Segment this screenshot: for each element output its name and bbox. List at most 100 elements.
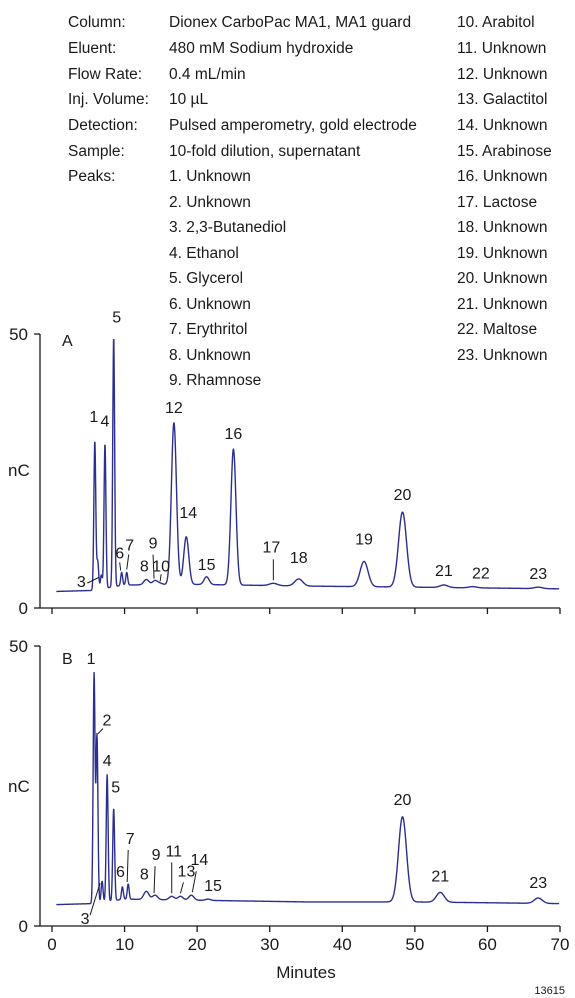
panel-b-trace — [55, 671, 560, 906]
peak-label: 12 — [165, 400, 183, 417]
peak-list-item: 15. Arabinose — [457, 143, 552, 160]
peak-list-col1: 2. Unknown 3. 2,3-Butanediol 4. Ethanol … — [169, 194, 286, 389]
peak-label: 15 — [198, 557, 216, 574]
condition-label-flow-rate: Flow Rate: — [68, 66, 142, 83]
panel-a-x-ticks — [51, 608, 561, 614]
peak-label: 13 — [178, 863, 196, 880]
peak-list-item: 19. Unknown — [457, 245, 547, 262]
x-axis-title: Minutes — [276, 963, 336, 982]
x-tick-label: 60 — [478, 935, 497, 954]
x-tick-label: 30 — [260, 935, 279, 954]
peak-list-item: 22. Maltose — [457, 321, 537, 338]
condition-value-eluent: 480 mM Sodium hydroxide — [169, 40, 353, 57]
peak-list-item: 21. Unknown — [457, 296, 547, 313]
peak-list-item: 5. Glycerol — [169, 270, 243, 287]
peak-label: 9 — [149, 536, 158, 553]
condition-label-column: Column: — [68, 14, 126, 31]
panel-a-trace — [55, 338, 560, 593]
peak-list-item: 16. Unknown — [457, 168, 547, 185]
peak-leader-line — [191, 871, 197, 893]
condition-value-inj-volume: 10 µL — [169, 91, 208, 108]
condition-label-peaks: Peaks: — [68, 168, 115, 185]
panel-a-peak-labels: 1 3 4 5 6 789 10 12 14 15 16 17 18 19 20 21 22 23 — [77, 310, 547, 591]
condition-label-sample: Sample: — [68, 143, 125, 160]
peak-list-item: 6. Unknown — [169, 296, 251, 313]
peak-label: 22 — [472, 566, 490, 583]
peak-list-item: 13. Galactitol — [457, 91, 547, 108]
peak-label: 23 — [529, 875, 547, 892]
condition-value-detection: Pulsed amperometry, gold electrode — [169, 117, 417, 134]
x-tick-label: 50 — [405, 935, 424, 954]
x-tick-label: 10 — [115, 935, 134, 954]
peak-leader-line — [89, 883, 101, 916]
peak-label: 1 — [89, 409, 98, 426]
panel-b-ytick-label-50: 50 — [9, 637, 28, 656]
peak-list-item: 11. Unknown — [457, 40, 546, 57]
condition-label-inj-volume: Inj. Volume: — [68, 91, 149, 108]
peak-label: 4 — [101, 414, 110, 431]
peak-label: 21 — [431, 868, 449, 885]
peak-leader-line — [87, 576, 100, 584]
peak-label: 4 — [103, 753, 112, 770]
peak-leader-line — [97, 728, 104, 734]
peak-label: 5 — [112, 310, 121, 327]
peak-label: 7 — [125, 537, 134, 554]
peak-leader-line — [153, 866, 156, 894]
x-tick-label: 40 — [333, 935, 352, 954]
figure-id: 13615 — [534, 985, 565, 997]
peak-list-item: 14. Unknown — [457, 117, 547, 134]
peak-leader-line — [119, 562, 122, 571]
peak-label: 8 — [140, 559, 149, 576]
peak-list-item: 1. Unknown — [169, 168, 251, 185]
condition-value-column: Dionex CarboPac MA1, MA1 guard — [169, 14, 411, 31]
peak-leader-line — [126, 554, 130, 570]
panel-a-ytick-label-0: 0 — [19, 599, 28, 618]
peak-list-item: 4. Ethanol — [169, 245, 239, 262]
peak-label: 11 — [165, 843, 182, 860]
peak-list-item: 18. Unknown — [457, 219, 547, 236]
peak-leader-line — [152, 554, 155, 579]
peak-label: 3 — [77, 574, 86, 591]
condition-value-sample: 10-fold dilution, supernatant — [169, 143, 361, 160]
panel-b-ytick-label-0: 0 — [19, 917, 28, 936]
peak-list-item: 12. Unknown — [457, 66, 547, 83]
peak-label: 17 — [262, 539, 280, 556]
panel-a-letter: A — [62, 333, 73, 350]
condition-label-detection: Detection: — [68, 117, 138, 134]
peak-list-item: 17. Lactose — [457, 194, 537, 211]
panel-a-y-axis-label: nC — [8, 461, 30, 480]
x-tick-label: 70 — [551, 935, 570, 954]
peak-label: 8 — [140, 866, 149, 883]
peak-leader-line — [126, 849, 129, 883]
peak-list-col2: 10. Arabitol 11. Unknown 12. Unknown 13.… — [457, 14, 552, 364]
peak-leader-line — [179, 882, 184, 894]
panel-b-y-axis-label: nC — [8, 777, 30, 796]
peak-label: 16 — [225, 426, 243, 443]
panel-b-axes: 50 0 nC B 0 10 20 30 40 50 60 70 Minutes — [8, 637, 569, 982]
peak-label: 15 — [204, 878, 222, 895]
peak-label: 7 — [126, 831, 135, 848]
peak-list-item: 3. 2,3-Butanediol — [169, 219, 286, 236]
peak-list-item: 8. Unknown — [169, 347, 251, 364]
peak-list-item: 23. Unknown — [457, 347, 547, 364]
x-tick-label: 20 — [188, 935, 207, 954]
conditions-block: Column: Dionex CarboPac MA1, MA1 guard E… — [68, 14, 417, 185]
peak-label: 10 — [152, 558, 170, 575]
condition-label-eluent: Eluent: — [68, 40, 116, 57]
peak-label: 1 — [87, 651, 96, 668]
panel-a-ytick-label-50: 50 — [9, 325, 28, 344]
panel-b-x-ticks: 0 10 20 30 40 50 60 70 — [47, 926, 569, 954]
peak-label: 20 — [394, 792, 412, 809]
peak-label: 2 — [103, 713, 112, 730]
peak-label: 5 — [111, 779, 120, 796]
peak-list-item: 2. Unknown — [169, 194, 251, 211]
panel-b-letter: B — [62, 651, 73, 668]
peak-label: 3 — [81, 911, 90, 928]
peak-label: 23 — [529, 566, 547, 583]
peak-label: 21 — [435, 563, 453, 580]
peak-leader-line — [159, 574, 162, 582]
peak-list-item: 7. Erythritol — [169, 321, 247, 338]
peak-label: 9 — [152, 847, 161, 864]
